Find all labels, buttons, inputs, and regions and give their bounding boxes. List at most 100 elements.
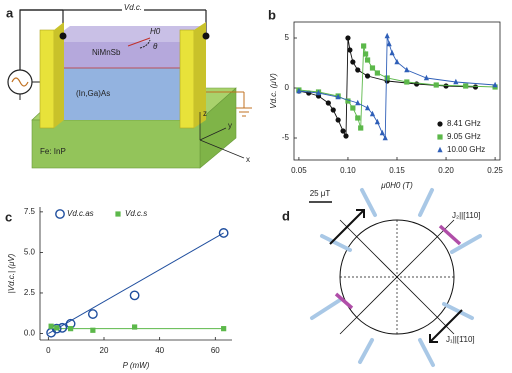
marker [350,59,356,65]
marker [90,327,96,333]
marker [350,105,356,111]
marker [296,87,302,94]
panel-a: a Vd.c. Fe: InP NiMnSb (In,Ga)As H0 θ [6,3,252,169]
marker [374,70,380,76]
marker [369,110,376,117]
marker [384,75,390,81]
top-layer-label: NiMnSb [92,48,121,57]
marker [463,83,469,89]
legend-label: Vd.c.s [125,209,147,218]
substrate-label: Fe: InP [40,147,66,156]
marker [453,78,459,85]
x-axis-label: μ0H0 (T) [380,181,413,190]
marker [363,51,369,57]
x-tick-label: 20 [100,346,109,355]
marker [221,326,227,332]
x-tick-label: 0.25 [487,166,503,175]
marker [132,324,138,330]
legend-label: Vd.c.as [67,209,94,218]
marker [347,47,353,53]
x-axis-label: P (mW) [123,361,150,370]
field-label: H0 [150,27,161,36]
x-tick-label: 0.20 [438,166,454,175]
marker [384,32,390,39]
marker [369,65,376,71]
fit-line [48,232,224,334]
marker [315,89,322,96]
marker [361,43,367,49]
legend-label: 10.00 GHz [447,145,485,154]
marker [355,67,361,73]
legend-marker [437,146,443,153]
marker [433,82,439,88]
marker [343,133,349,139]
y-tick-label: 5.0 [24,248,36,257]
marker [48,323,54,329]
y-tick-label: 0 [285,83,290,92]
marker [379,129,385,136]
voltage-label: Vd.c. [124,3,142,12]
marker [325,100,331,106]
axis-label: z [203,109,207,118]
marker [423,74,430,81]
panel-letter: d [282,208,290,223]
marker [345,35,351,41]
panel-d: d 25 μT J₂||[110] J₁||[1̄10] [282,188,482,367]
marker [340,128,346,134]
marker [68,326,74,332]
scale-label: 25 μT [310,189,331,198]
x-tick-label: 0.05 [291,166,307,175]
marker [57,322,68,333]
x-tick-label: 60 [211,346,220,355]
legend-label: 9.05 GHz [447,132,481,141]
marker [218,228,229,238]
y-tick-label: 0.0 [24,329,36,338]
axis-label: J₁||[1̄10] [446,335,475,344]
marker [364,104,371,111]
marker [472,84,479,90]
y-axis-label: Vd.c. (μV) [269,73,278,109]
marker [414,81,420,87]
x-tick-label: 0 [46,346,51,355]
marker [330,107,336,113]
angle-label: θ [153,42,158,51]
marker [54,325,60,331]
marker [358,125,364,131]
x-tick-label: 40 [155,346,164,355]
marker [364,57,371,63]
y-tick-label: 2.5 [24,288,36,297]
marker [386,40,392,47]
marker [389,49,395,56]
axis-label: x [246,155,250,164]
x-tick-label: 0.15 [389,166,405,175]
marker [492,81,498,88]
marker [335,117,341,123]
marker [335,93,341,100]
y-tick-label: 7.5 [24,207,36,216]
axis-label: y [228,121,232,130]
panel-letter: b [268,7,276,22]
marker [345,98,351,104]
y-tick-label: -5 [282,133,290,142]
marker [443,83,449,89]
marker [364,73,371,79]
panel-letter: c [5,209,12,224]
marker [382,134,388,141]
marker [404,66,410,73]
legend-marker [55,209,65,219]
legend-marker [115,211,121,217]
panel-letter: a [6,5,14,20]
marker [404,79,410,85]
axis-label: J₂||[110] [452,211,480,220]
marker [355,99,361,106]
middle-layer-label: (In,Ga)As [76,89,110,98]
y-tick-label: 5 [285,33,290,42]
x-tick-label: 0.10 [340,166,356,175]
y-axis-label: |Vd.c.| (μV) [7,253,16,293]
marker [394,58,400,65]
legend-label: 8.41 GHz [447,119,481,128]
legend-marker [437,134,443,140]
marker [374,118,380,125]
marker [129,290,140,301]
